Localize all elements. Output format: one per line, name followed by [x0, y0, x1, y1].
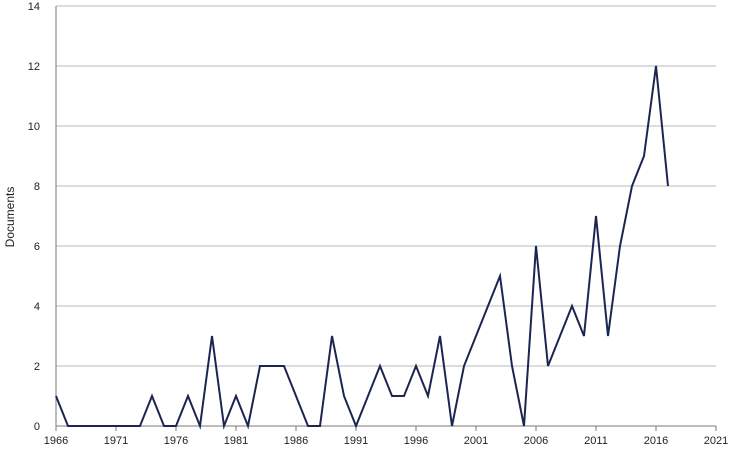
- data-point: [234, 394, 239, 399]
- y-tick-label: 12: [28, 61, 40, 73]
- gridlines: [56, 5, 716, 367]
- data-point: [630, 184, 635, 189]
- data-point: [54, 394, 59, 399]
- data-point: [90, 424, 95, 429]
- data-point: [570, 304, 575, 309]
- data-point: [462, 364, 467, 369]
- data-point: [390, 394, 395, 399]
- data-point: [534, 244, 539, 249]
- y-tick-label: 0: [34, 421, 40, 433]
- data-point: [618, 244, 623, 249]
- data-point: [486, 304, 491, 309]
- data-point: [522, 424, 527, 429]
- data-point: [666, 184, 671, 189]
- data-point: [306, 424, 311, 429]
- data-point: [498, 274, 503, 279]
- data-point: [558, 334, 563, 339]
- x-tick-label: 2006: [524, 435, 548, 447]
- data-point: [198, 424, 203, 429]
- data-point: [66, 424, 71, 429]
- data-point: [510, 364, 515, 369]
- data-point: [126, 424, 131, 429]
- x-tick-label: 2016: [644, 435, 668, 447]
- series-line: [55, 65, 669, 430]
- data-point: [210, 334, 215, 339]
- data-point: [642, 154, 647, 159]
- x-tick-label: 1976: [164, 435, 188, 447]
- y-tick-label: 14: [28, 1, 40, 13]
- y-axis-title: Documents: [3, 187, 17, 248]
- data-point: [594, 214, 599, 219]
- x-tick-label: 1996: [404, 435, 428, 447]
- data-point: [402, 394, 407, 399]
- x-tick-label: 2021: [704, 435, 728, 447]
- data-point: [102, 424, 107, 429]
- data-point: [414, 364, 419, 369]
- data-point: [246, 424, 251, 429]
- x-tick-label: 1971: [104, 435, 128, 447]
- data-point: [114, 424, 119, 429]
- data-point: [174, 424, 179, 429]
- y-tick-label: 4: [34, 301, 40, 313]
- x-tick-label: 2011: [584, 435, 608, 447]
- data-point: [426, 394, 431, 399]
- data-point: [354, 424, 359, 429]
- data-point: [606, 334, 611, 339]
- y-tick-label: 8: [34, 181, 40, 193]
- data-point: [342, 394, 347, 399]
- tick-labels: 0 2 4 6 8 10 12 14 1966 1971 1976 1981 1986 1991 1996 2…: [28, 1, 728, 447]
- y-tick-label: 6: [34, 241, 40, 253]
- data-point: [546, 364, 551, 369]
- data-point: [450, 424, 455, 429]
- x-tick-label: 1986: [284, 435, 308, 447]
- data-point: [318, 424, 323, 429]
- data-point: [162, 424, 167, 429]
- data-point: [582, 334, 587, 339]
- data-point: [294, 394, 299, 399]
- data-point: [258, 364, 263, 369]
- data-point: [78, 424, 83, 429]
- x-tick-label: 1981: [224, 435, 248, 447]
- data-point: [474, 334, 479, 339]
- data-point: [150, 394, 155, 399]
- y-tick-label: 2: [34, 361, 40, 373]
- data-series: [54, 64, 671, 430]
- x-tick-label: 1966: [44, 435, 68, 447]
- data-point: [222, 424, 227, 429]
- data-point: [654, 64, 659, 69]
- data-point: [270, 364, 275, 369]
- data-point: [138, 424, 143, 429]
- y-tick-label: 10: [28, 121, 40, 133]
- data-point: [282, 364, 287, 369]
- axes: [55, 6, 717, 431]
- data-point: [330, 334, 335, 339]
- data-point: [438, 334, 443, 339]
- data-point: [366, 394, 371, 399]
- x-tick-label: 1991: [344, 435, 368, 447]
- data-point: [186, 394, 191, 399]
- x-tick-label: 2001: [464, 435, 488, 447]
- data-point: [378, 364, 383, 369]
